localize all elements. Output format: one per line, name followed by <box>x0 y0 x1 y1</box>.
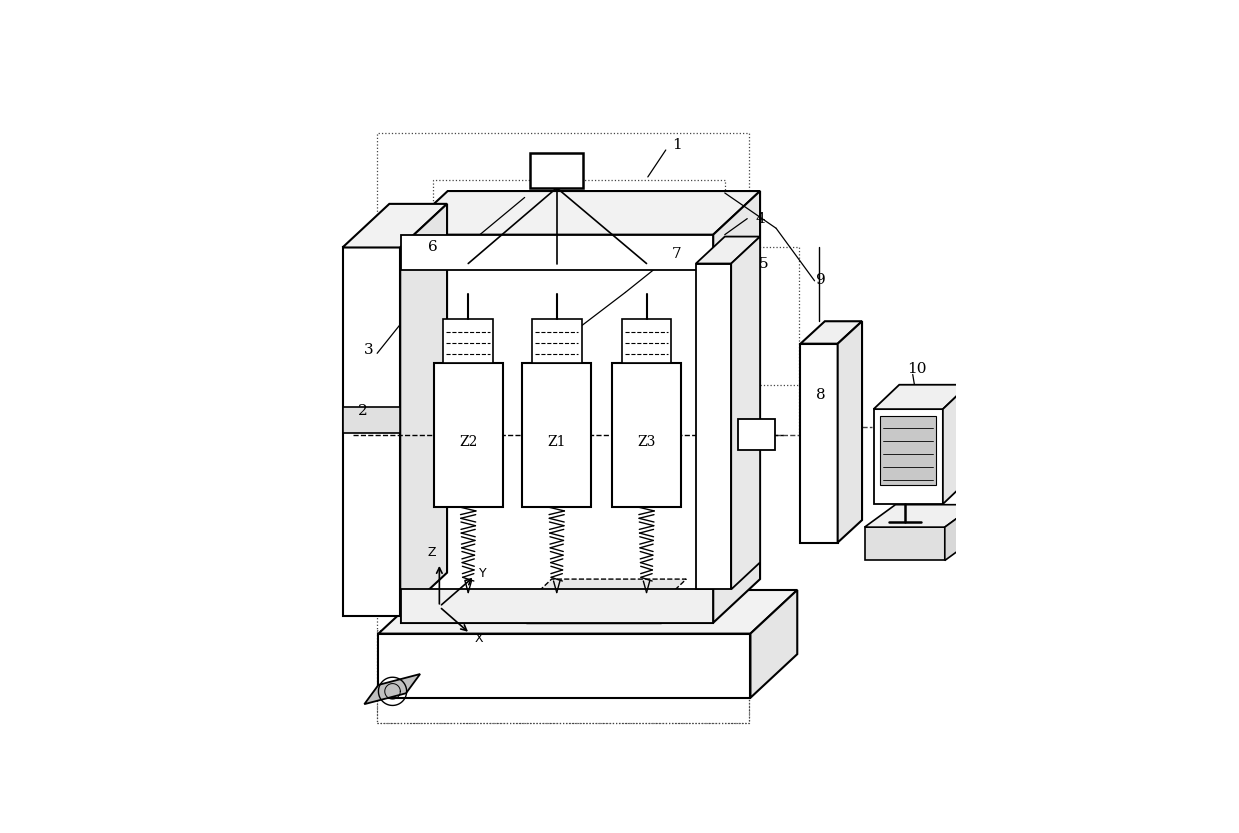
Polygon shape <box>945 505 975 561</box>
Bar <box>522 363 591 507</box>
Text: Z1: Z1 <box>548 436 566 449</box>
Polygon shape <box>865 505 975 527</box>
Text: 1: 1 <box>672 137 681 152</box>
Text: Z3: Z3 <box>637 436 655 449</box>
Bar <box>432 267 616 341</box>
Text: 8: 8 <box>817 388 826 402</box>
Polygon shape <box>838 322 862 542</box>
Polygon shape <box>342 247 400 616</box>
Text: X: X <box>475 632 483 646</box>
Polygon shape <box>378 634 751 698</box>
Polygon shape <box>943 385 969 504</box>
Text: 4: 4 <box>756 212 764 226</box>
Bar <box>737 419 774 450</box>
Text: 10: 10 <box>907 362 927 377</box>
Bar <box>622 319 672 363</box>
Text: 2: 2 <box>358 404 367 418</box>
Bar <box>612 363 681 507</box>
Bar <box>434 363 503 507</box>
Polygon shape <box>696 237 760 263</box>
Polygon shape <box>364 674 420 704</box>
Polygon shape <box>873 409 943 504</box>
Polygon shape <box>378 590 797 634</box>
Bar <box>444 319 493 363</box>
Polygon shape <box>401 191 760 235</box>
Polygon shape <box>342 204 447 247</box>
Bar <box>525 603 660 623</box>
Polygon shape <box>880 416 937 485</box>
Bar <box>377 133 750 723</box>
Polygon shape <box>400 204 447 616</box>
Bar <box>530 152 584 187</box>
Bar <box>532 319 581 363</box>
Text: 3: 3 <box>364 343 374 357</box>
Polygon shape <box>731 237 760 590</box>
Polygon shape <box>865 527 945 561</box>
Bar <box>717 247 799 386</box>
Polygon shape <box>800 322 862 344</box>
Text: Z: Z <box>427 546 436 559</box>
Polygon shape <box>696 263 731 590</box>
Bar <box>377 631 750 723</box>
Text: Y: Y <box>479 566 487 580</box>
Text: 6: 6 <box>427 241 437 255</box>
Polygon shape <box>873 385 969 409</box>
Polygon shape <box>525 579 686 603</box>
Text: 9: 9 <box>817 272 826 287</box>
Polygon shape <box>401 590 714 623</box>
Polygon shape <box>751 590 797 698</box>
Text: Z2: Z2 <box>458 436 477 449</box>
Polygon shape <box>401 235 714 270</box>
Text: 7: 7 <box>672 247 681 261</box>
Text: 5: 5 <box>758 257 768 271</box>
Polygon shape <box>401 235 714 623</box>
Bar <box>432 180 725 292</box>
Polygon shape <box>714 191 760 623</box>
Polygon shape <box>800 344 838 542</box>
Polygon shape <box>342 407 400 433</box>
